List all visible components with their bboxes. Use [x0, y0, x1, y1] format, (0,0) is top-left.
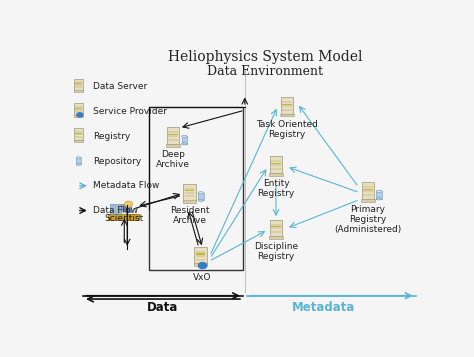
- FancyBboxPatch shape: [74, 128, 83, 140]
- Bar: [182, 136, 187, 144]
- Text: Scientist: Scientist: [104, 214, 143, 223]
- Text: Data Environment: Data Environment: [207, 65, 323, 78]
- Text: Deep
Archive: Deep Archive: [156, 150, 190, 169]
- Circle shape: [124, 201, 133, 207]
- FancyBboxPatch shape: [125, 205, 131, 212]
- Text: Data: Data: [146, 301, 178, 314]
- Bar: [269, 236, 283, 239]
- Text: Task Oriented
Registry: Task Oriented Registry: [256, 120, 318, 139]
- Bar: [183, 200, 196, 203]
- Bar: [74, 140, 83, 141]
- Text: Data Flow: Data Flow: [93, 206, 137, 215]
- Circle shape: [198, 262, 207, 269]
- FancyBboxPatch shape: [194, 247, 207, 264]
- Ellipse shape: [182, 143, 187, 145]
- Text: Registry: Registry: [93, 132, 130, 141]
- Ellipse shape: [198, 199, 203, 201]
- Text: VxO: VxO: [193, 273, 212, 282]
- Bar: [196, 253, 205, 255]
- FancyBboxPatch shape: [110, 205, 121, 214]
- Bar: [166, 144, 180, 147]
- Bar: [363, 189, 373, 190]
- FancyBboxPatch shape: [362, 182, 374, 199]
- Bar: [198, 193, 203, 200]
- Text: Primary
Registry
(Administered): Primary Registry (Administered): [334, 205, 401, 234]
- Bar: [280, 114, 294, 116]
- Bar: [269, 173, 283, 176]
- Bar: [361, 199, 374, 202]
- Ellipse shape: [376, 198, 382, 200]
- FancyBboxPatch shape: [74, 104, 83, 115]
- Bar: [283, 104, 292, 105]
- FancyBboxPatch shape: [270, 156, 283, 173]
- Bar: [185, 190, 194, 191]
- Text: Service Provider: Service Provider: [93, 107, 167, 116]
- FancyBboxPatch shape: [167, 127, 180, 144]
- Text: Heliophysics System Model: Heliophysics System Model: [168, 50, 362, 64]
- Text: Metadata: Metadata: [292, 301, 356, 314]
- Circle shape: [76, 112, 83, 117]
- Text: Entity
Registry: Entity Registry: [257, 179, 295, 198]
- Bar: [168, 134, 178, 135]
- Bar: [149, 107, 243, 270]
- FancyBboxPatch shape: [183, 184, 196, 201]
- Text: Metadata Flow: Metadata Flow: [93, 181, 159, 190]
- Text: Discipline
Registry: Discipline Registry: [254, 242, 298, 261]
- Bar: [376, 191, 382, 199]
- Ellipse shape: [376, 190, 382, 192]
- Ellipse shape: [182, 135, 187, 137]
- Bar: [271, 226, 281, 227]
- Ellipse shape: [76, 164, 81, 165]
- Text: Data Server: Data Server: [93, 82, 147, 91]
- Bar: [74, 90, 83, 92]
- Bar: [75, 83, 82, 84]
- FancyBboxPatch shape: [281, 97, 293, 114]
- Bar: [74, 115, 83, 117]
- Text: Repository: Repository: [93, 156, 141, 166]
- Ellipse shape: [198, 192, 203, 194]
- Text: Resident
Archive: Resident Archive: [170, 206, 210, 225]
- FancyBboxPatch shape: [121, 204, 130, 211]
- FancyBboxPatch shape: [74, 79, 83, 91]
- Bar: [75, 108, 82, 109]
- Bar: [194, 263, 208, 266]
- FancyBboxPatch shape: [270, 220, 283, 236]
- Bar: [271, 163, 281, 164]
- Ellipse shape: [76, 157, 81, 159]
- Bar: [76, 158, 81, 164]
- FancyBboxPatch shape: [108, 214, 139, 220]
- Bar: [75, 133, 82, 134]
